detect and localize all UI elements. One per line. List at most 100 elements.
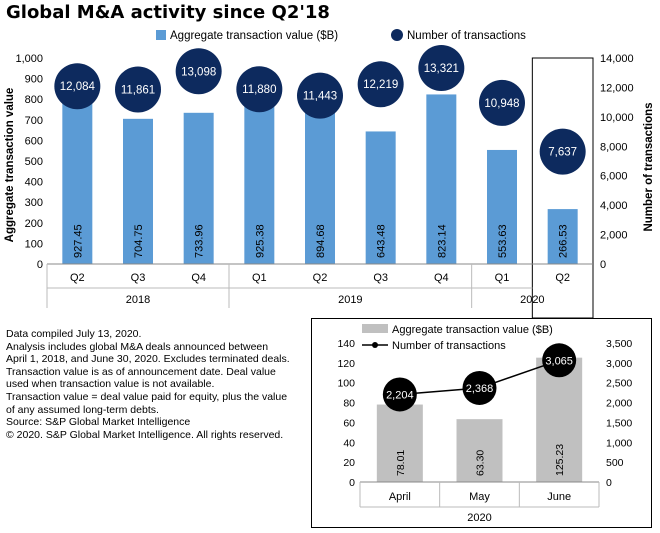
inset-count-marker [382, 377, 417, 412]
count-label: 13,098 [181, 66, 216, 78]
inset-legend-label-count: Number of transactions [392, 340, 506, 352]
legend-label-count: Number of transactions [407, 30, 526, 42]
count-label: 12,084 [60, 81, 96, 93]
note-line: © 2020. S&P Global Market Intelligence. … [6, 428, 284, 441]
inset-y2-tick-label: 2,000 [606, 398, 632, 410]
count-marker [236, 66, 283, 113]
x-tick-label: Q1 [252, 272, 267, 284]
inset-bar [376, 404, 423, 482]
inset-bar-value-label: 125.23 [554, 444, 566, 476]
inset-y2-tick-label: 3,000 [606, 358, 632, 370]
bar [487, 149, 517, 264]
note-line: April 1, 2018, and June 30, 2020. Exclud… [6, 353, 290, 366]
inset-bar-value-label: 78.01 [395, 450, 407, 476]
y-axis-title: Aggregate transaction value [4, 88, 16, 243]
y2-tick-label: 12,000 [600, 82, 634, 94]
count-marker [539, 128, 586, 175]
bar [365, 131, 396, 264]
inset-count-marker [542, 343, 577, 378]
note-line: of any assumed long-term debts. [6, 403, 159, 416]
inset-y2-tick-label: 3,500 [606, 338, 632, 350]
inset-x-tick-label: April [389, 491, 411, 503]
count-label: 10,948 [484, 98, 519, 110]
bar [123, 118, 153, 264]
count-marker [297, 72, 343, 119]
inset-bar [456, 419, 503, 482]
inset-count-label: 2,368 [466, 383, 494, 395]
x-tick-label: Q1 [495, 272, 510, 284]
count-marker [418, 44, 465, 91]
y-tick-label: 0 [37, 259, 43, 271]
count-label: 7,637 [548, 147, 577, 159]
y2-tick-label: 4,000 [600, 200, 628, 212]
y-tick-label: 1,000 [15, 53, 43, 65]
x-tick-label: Q2 [70, 272, 85, 284]
inset-y-tick-label: 20 [343, 457, 355, 469]
note-line: Source: S&P Global Market Intelligence [6, 416, 191, 429]
bar [183, 112, 214, 265]
count-label: 11,861 [121, 84, 155, 96]
inset-bar-value-label: 63.30 [475, 450, 487, 476]
x-tick-label: Q3 [373, 272, 388, 284]
y-tick-label: 400 [25, 177, 43, 189]
x-tick-label: Q2 [313, 272, 328, 284]
inset-y-tick-label: 140 [337, 338, 355, 350]
bar-value-label: 927.45 [72, 224, 84, 258]
note-line: Data compiled July 13, 2020. [6, 328, 142, 340]
y-tick-label: 100 [25, 238, 43, 250]
y2-tick-label: 14,000 [600, 53, 634, 65]
bar [426, 94, 457, 264]
chart-title: Global M&A activity since Q2'18 [6, 2, 330, 23]
legend-label-value: Aggregate transaction value ($B) [170, 30, 338, 42]
inset-chart-panel: Aggregate transaction value ($B) Number o… [311, 318, 652, 528]
count-label: 12,219 [363, 79, 398, 91]
bar [547, 209, 578, 264]
inset-group-label: 2020 [467, 512, 491, 524]
y2-tick-label: 10,000 [600, 112, 634, 124]
y2-tick-label: 2,000 [600, 230, 628, 242]
y2-axis-title: Number of transactions [643, 102, 655, 231]
y-tick-label: 900 [25, 74, 43, 86]
inset-y2-tick-label: 2,500 [606, 378, 632, 390]
note-line: Transaction value is as of announcement … [6, 365, 276, 378]
inset-y2-tick-label: 1,500 [606, 417, 632, 429]
inset-y-tick-label: 120 [337, 358, 355, 370]
x-tick-label: Q4 [191, 272, 206, 284]
count-label: 11,880 [242, 84, 276, 96]
y-tick-label: 300 [25, 197, 43, 209]
count-marker [54, 63, 101, 110]
x-tick-label: Q4 [434, 272, 449, 284]
inset-x-tick-label: June [547, 491, 571, 503]
inset-count-label: 3,065 [545, 355, 573, 367]
chart-notes: Data compiled July 13, 2020. Analysis inc… [6, 328, 306, 441]
inset-legend-swatch-value [362, 324, 388, 333]
inset-y2-tick-label: 0 [606, 477, 612, 489]
count-marker [115, 66, 161, 113]
y-tick-label: 700 [25, 115, 43, 127]
group-label: 2019 [338, 294, 362, 306]
bar-value-label: 266.53 [558, 224, 570, 258]
bar-value-label: 823.14 [436, 224, 448, 258]
inset-y2-tick-label: 500 [606, 457, 624, 469]
inset-chart: Aggregate transaction value ($B) Number o… [337, 324, 632, 524]
y-tick-label: 500 [25, 156, 43, 168]
inset-y-tick-label: 40 [343, 437, 355, 449]
count-marker [479, 79, 525, 126]
inset-count-marker [462, 370, 497, 405]
inset-bar [536, 357, 583, 482]
y2-tick-label: 8,000 [600, 141, 628, 153]
inset-legend-label-value: Aggregate transaction value ($B) [392, 324, 553, 336]
y2-tick-label: 6,000 [600, 171, 628, 183]
inset-y-tick-label: 80 [343, 398, 355, 410]
count-marker [175, 48, 222, 95]
count-marker [357, 61, 404, 108]
y2-tick-label: 0 [600, 259, 606, 271]
inset-y-tick-label: 0 [349, 477, 355, 489]
bar-value-label: 894.68 [315, 224, 327, 258]
group-label: 2018 [126, 294, 150, 306]
bar-value-label: 925.38 [254, 224, 266, 258]
note-line: Analysis includes global M&A deals annou… [6, 340, 269, 353]
count-label: 11,443 [303, 91, 337, 103]
bar-value-label: 704.75 [133, 224, 145, 258]
legend-swatch-count [391, 29, 403, 41]
